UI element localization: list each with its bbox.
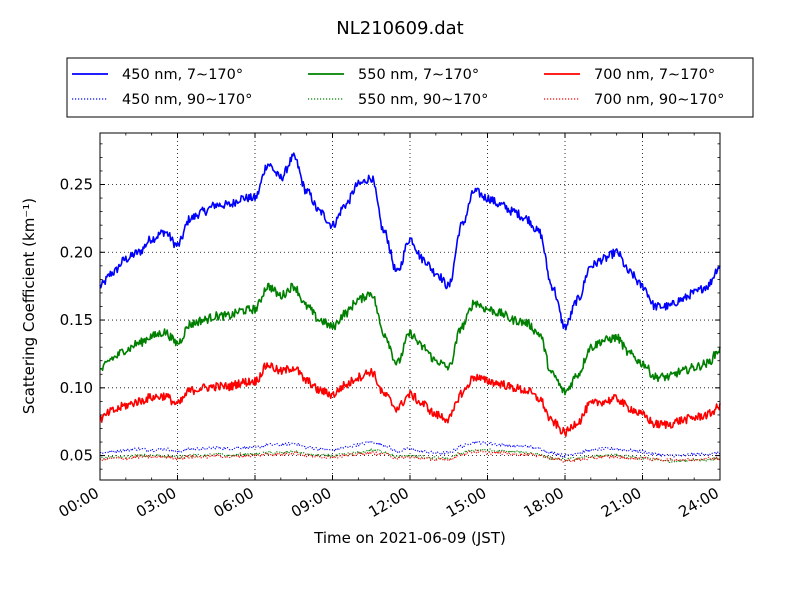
plot-frame xyxy=(99,132,721,481)
y-tick-label: 0.20 xyxy=(60,243,93,261)
y-tick-label: 0.05 xyxy=(60,447,93,465)
legend-entry: 550 nm, 7∼170° xyxy=(358,67,479,83)
x-axis-label: Time on 2021-06-09 (JST) xyxy=(314,529,506,547)
x-tick-label: 24:00 xyxy=(676,484,722,521)
chart-title: NL210609.dat xyxy=(336,18,464,39)
x-tick-label: 00:00 xyxy=(56,484,102,521)
axes: 00:00 03:00 06:00 09:00 12:00 15:00 18:00 21:00… xyxy=(56,132,722,521)
x-tick-label: 06:00 xyxy=(211,484,257,521)
x-tick-label: 21:00 xyxy=(598,484,644,521)
y-tick-label: 0.10 xyxy=(60,379,93,397)
series-line-2 xyxy=(99,440,721,458)
series-line-1 xyxy=(99,152,721,331)
series-line-5 xyxy=(99,362,721,437)
grid xyxy=(100,133,720,480)
legend-entry: 700 nm, 7∼170° xyxy=(594,67,715,83)
y-tick-label: 0.25 xyxy=(60,176,93,194)
x-tick-label: 09:00 xyxy=(288,484,334,521)
legend-entry: 450 nm, 90∼170° xyxy=(122,92,252,108)
series-lines xyxy=(99,152,721,464)
series-line-4 xyxy=(99,448,721,464)
series-line-3 xyxy=(99,282,721,396)
x-tick-label: 15:00 xyxy=(443,484,489,521)
x-tick-label: 18:00 xyxy=(521,484,567,521)
legend: 450 nm, 7∼170° 550 nm, 7∼170° 700 nm, 7∼17… xyxy=(66,57,754,118)
x-tick-label: 03:00 xyxy=(133,484,179,521)
y-tick-label: 0.15 xyxy=(60,311,93,329)
legend-entry: 450 nm, 7∼170° xyxy=(122,67,243,83)
legend-box xyxy=(66,57,754,118)
x-tick-label: 12:00 xyxy=(366,484,412,521)
series-line-6 xyxy=(99,449,721,463)
legend-entry: 700 nm, 90∼170° xyxy=(594,92,724,108)
legend-entry: 550 nm, 90∼170° xyxy=(358,92,488,108)
